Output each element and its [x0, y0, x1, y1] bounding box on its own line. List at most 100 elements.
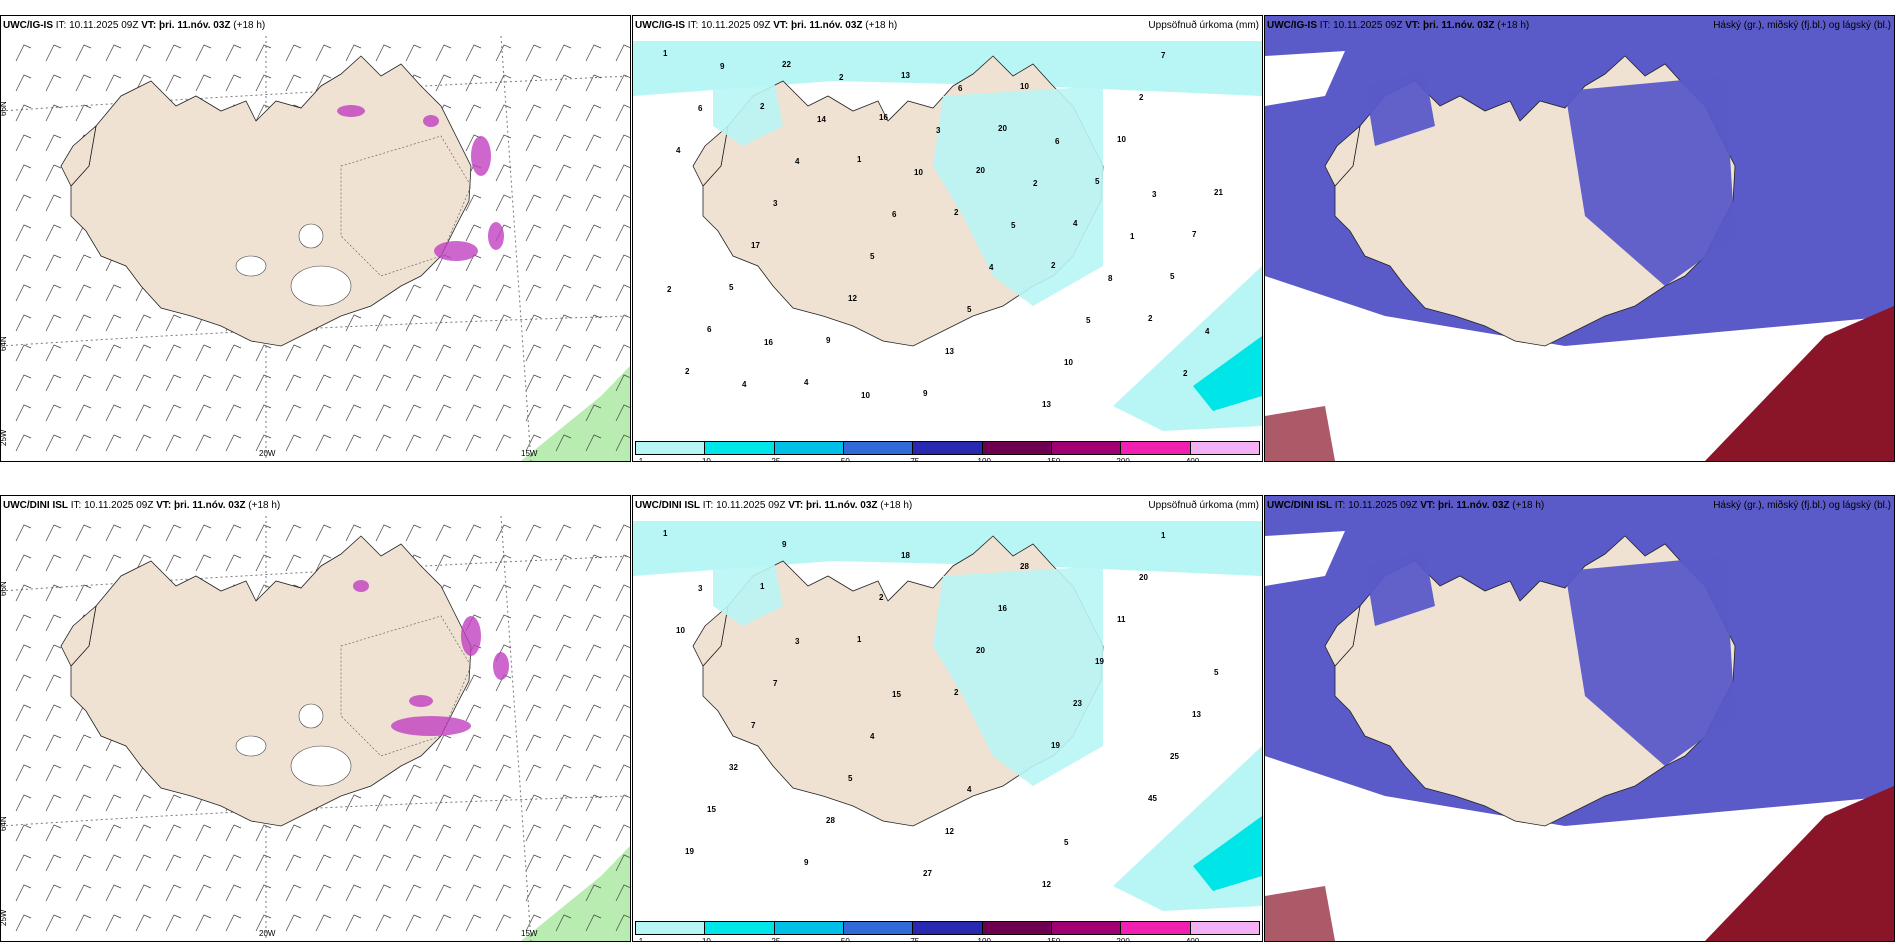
wind-barb — [525, 374, 542, 392]
precip-value: 4 — [804, 378, 809, 387]
colorbar-label: 10 — [701, 937, 711, 942]
wind-barb — [435, 524, 452, 542]
wind-barb — [585, 644, 602, 662]
clear-area — [1265, 756, 1894, 941]
precip-value: 7 — [1161, 51, 1166, 60]
wind-barb — [525, 584, 542, 602]
strong-wind-area — [521, 846, 630, 941]
wind-barb — [345, 794, 362, 812]
precip-value: 10 — [914, 168, 923, 177]
colorbar-label: 150 — [1046, 937, 1061, 942]
precip-value: 2 — [760, 102, 765, 111]
wind-barb — [525, 644, 542, 662]
wind-barb — [435, 44, 452, 62]
wind-barb — [525, 554, 542, 572]
wind-barb — [45, 554, 62, 572]
wind-barb — [375, 884, 392, 902]
wind-barb — [135, 854, 152, 872]
precip-value: 4 — [1073, 219, 1078, 228]
precip-colorbar: 1 10 25 50 75 100 150 200 400 — [635, 921, 1260, 942]
wind-barb — [465, 914, 482, 932]
precip-value: 2 — [1033, 179, 1038, 188]
wind-barb — [315, 554, 332, 572]
wind-barb — [255, 884, 272, 902]
wind-barb — [75, 284, 92, 302]
wind-barb — [465, 764, 482, 782]
colorbar-swatch — [1051, 442, 1122, 454]
wind-barb — [135, 344, 152, 362]
wind-barb — [75, 764, 92, 782]
valid-time: VT: þri. 11.nóv. 03Z — [156, 500, 246, 511]
wind-barb — [495, 284, 512, 302]
panel-title: UWC/DINI ISL IT: 10.11.2025 09Z VT: þri.… — [635, 500, 912, 511]
wind-barb — [75, 794, 92, 812]
wind-barb — [165, 74, 182, 92]
panel-title: UWC/IG-IS IT: 10.11.2025 09Z VT: þri. 11… — [1267, 20, 1529, 31]
wind-barb — [105, 884, 122, 902]
precip-value: 32 — [729, 763, 738, 772]
precip-value: 3 — [795, 637, 800, 646]
panel-title: UWC/DINI ISL IT: 10.11.2025 09Z VT: þri.… — [3, 500, 280, 511]
wind-barb — [15, 584, 32, 602]
wind-barb — [255, 524, 272, 542]
wind-barb — [555, 434, 572, 452]
wind-barb — [75, 344, 92, 362]
panel-title: UWC/IG-IS IT: 10.11.2025 09Z VT: þri. 11… — [635, 20, 897, 31]
wind-barb — [15, 104, 32, 122]
wind-barb — [105, 794, 122, 812]
wind-barb — [135, 374, 152, 392]
wind-barb — [525, 524, 542, 542]
colorbar-swatch — [636, 922, 706, 934]
wind-barb — [525, 884, 542, 902]
wind-barb — [45, 584, 62, 602]
wind-barb — [255, 404, 272, 422]
precip-value: 8 — [1108, 274, 1113, 283]
graticule-15w — [500, 515, 532, 941]
wind-barb — [45, 404, 62, 422]
wind-barb — [195, 554, 212, 572]
wind-barb — [15, 134, 32, 152]
wind-barb — [195, 374, 212, 392]
wind-barb — [615, 254, 630, 272]
wind-barb — [45, 74, 62, 92]
wind-barb — [525, 44, 542, 62]
wind-barb — [315, 524, 332, 542]
precip-value: 6 — [698, 104, 703, 113]
precip-value: 5 — [848, 774, 853, 783]
wind-barb — [585, 914, 602, 932]
precip-colorbar: 1 10 25 50 75 100 150 200 400 — [635, 441, 1262, 462]
wind-barb — [525, 764, 542, 782]
heavy-precip-blob — [493, 652, 509, 680]
wind-barb — [345, 314, 362, 332]
precip-value: 2 — [954, 688, 959, 697]
wind-barb — [315, 404, 332, 422]
heavy-precip-blob — [461, 616, 481, 656]
wind-barb — [555, 104, 572, 122]
colorbar-swatch — [843, 442, 914, 454]
wind-barb — [435, 764, 452, 782]
wind-barb — [405, 344, 422, 362]
map-layer — [633, 521, 1262, 911]
wind-barb — [105, 554, 122, 572]
colorbar-label: 400 — [1185, 457, 1200, 462]
low-cloud-area-west — [1265, 406, 1335, 461]
wind-barb — [285, 344, 302, 362]
wind-barb — [345, 524, 362, 542]
wind-barb — [15, 794, 32, 812]
init-time: IT: 10.11.2025 09Z — [1317, 20, 1406, 31]
heavy-precip-blob — [488, 222, 504, 250]
wind-barb — [555, 584, 572, 602]
wind-barb — [495, 44, 512, 62]
wind-barb — [615, 914, 630, 932]
precip-value: 1 — [1130, 232, 1135, 241]
wind-barb — [495, 314, 512, 332]
valid-time: VT: þri. 11.nóv. 03Z — [773, 20, 863, 31]
colorbar-labels: 1 10 25 50 75 100 150 200 400 — [637, 457, 1262, 462]
wind-barb — [555, 254, 572, 272]
precip-value: 18 — [901, 551, 910, 560]
wind-barb — [585, 134, 602, 152]
precip-value: 15 — [707, 805, 716, 814]
westfjords-land — [60, 604, 97, 667]
precip-area-southeast — [1113, 266, 1262, 431]
wind-barb — [555, 164, 572, 182]
